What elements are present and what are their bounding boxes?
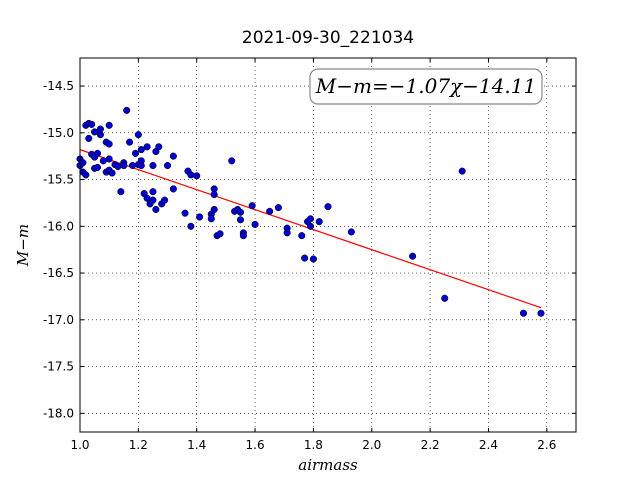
data-point — [458, 167, 466, 175]
data-point — [169, 185, 177, 193]
data-point — [187, 222, 195, 230]
data-point — [143, 143, 151, 151]
data-point — [301, 254, 309, 262]
y-tick-label: -16.5 — [43, 266, 74, 280]
data-point — [163, 161, 172, 170]
chart-title: 2021-09-30_221034 — [242, 28, 414, 48]
y-axis-label: M−m — [14, 224, 32, 267]
x-tick-label: 2.4 — [479, 438, 498, 452]
y-tick-label: -15.5 — [43, 173, 74, 187]
data-point — [315, 218, 323, 226]
data-point — [117, 188, 125, 196]
data-point — [519, 309, 528, 317]
data-point — [537, 309, 545, 317]
y-tick-label: -17.5 — [43, 360, 74, 374]
equation-box-border — [309, 68, 543, 105]
data-point — [207, 215, 215, 223]
data-point — [93, 163, 102, 171]
x-axis-label: airmass — [298, 456, 358, 474]
x-tick-label: 1.4 — [187, 438, 206, 452]
x-tick-labels: 1.0 1.2 1.4 1.6 1.8 2.0 2.2 2.4 2.6 — [70, 438, 556, 452]
data-point — [210, 205, 218, 214]
data-point — [274, 204, 282, 212]
y-tick-label: -18.0 — [43, 406, 74, 420]
data-point — [105, 121, 113, 129]
data-point — [137, 161, 145, 170]
y-tick-label: -17.0 — [43, 313, 74, 327]
axis-ticks — [79, 58, 576, 432]
data-point — [134, 131, 142, 139]
data-point — [79, 159, 87, 167]
y-tick-label: -14.5 — [43, 79, 74, 93]
data-point — [228, 157, 236, 165]
data-point — [85, 134, 93, 142]
x-tick-label: 2.6 — [537, 438, 556, 452]
data-point — [149, 196, 157, 204]
data-point — [236, 208, 245, 216]
data-point — [309, 255, 317, 263]
y-tick-label: -15.0 — [43, 126, 74, 140]
data-point — [126, 138, 134, 146]
data-point — [149, 161, 157, 170]
x-tick-label: 1.8 — [304, 438, 323, 452]
data-point — [210, 190, 218, 199]
data-point — [108, 169, 116, 177]
x-tick-label: 1.6 — [246, 438, 265, 452]
data-point — [123, 106, 131, 114]
data-point — [441, 294, 449, 302]
data-point — [181, 209, 189, 217]
x-tick-label: 2.0 — [362, 438, 381, 452]
data-point — [161, 196, 169, 204]
x-tick-label: 1.2 — [129, 438, 148, 452]
data-point — [347, 228, 355, 236]
plot-area — [80, 58, 576, 432]
data-point — [266, 207, 274, 215]
data-point — [306, 215, 315, 223]
fit-equation: M−m=−1.07χ−14.11 — [315, 74, 536, 98]
data-point — [93, 149, 102, 157]
data-point — [82, 171, 90, 179]
data-point — [149, 188, 157, 196]
data-point — [283, 224, 291, 232]
data-point — [114, 162, 122, 171]
data-point — [88, 120, 96, 128]
fit-equation-box: M−m=−1.07χ−14.11 — [309, 68, 543, 105]
data-point — [169, 152, 177, 160]
data-point — [216, 230, 224, 238]
data-point — [120, 161, 128, 170]
data-point — [155, 143, 163, 151]
data-point — [298, 232, 306, 240]
data-point — [131, 149, 139, 157]
data-point — [96, 125, 104, 133]
data-point — [196, 213, 204, 221]
data-point — [105, 155, 113, 163]
data-point — [99, 157, 107, 165]
data-point — [236, 216, 245, 224]
data-point — [409, 252, 417, 260]
data-point — [324, 203, 332, 211]
data-points — [76, 106, 545, 317]
y-tick-label: -16.0 — [43, 219, 74, 233]
data-point — [239, 232, 247, 240]
plot-frame — [79, 57, 577, 433]
data-point — [251, 220, 259, 228]
data-point — [248, 202, 256, 210]
data-point — [91, 128, 99, 136]
data-point — [128, 161, 137, 170]
x-tick-label: 1.0 — [70, 438, 89, 452]
data-point — [137, 146, 145, 154]
data-point — [306, 222, 315, 230]
data-point — [105, 140, 113, 148]
data-point — [193, 172, 201, 180]
data-point — [152, 205, 160, 214]
y-tick-labels: -14.5 -15.0 -15.5 -16.0 -16.5 -17.0 -17.5 -18.0 — [43, 79, 74, 420]
data-point — [187, 171, 195, 179]
x-tick-label: 2.2 — [421, 438, 440, 452]
